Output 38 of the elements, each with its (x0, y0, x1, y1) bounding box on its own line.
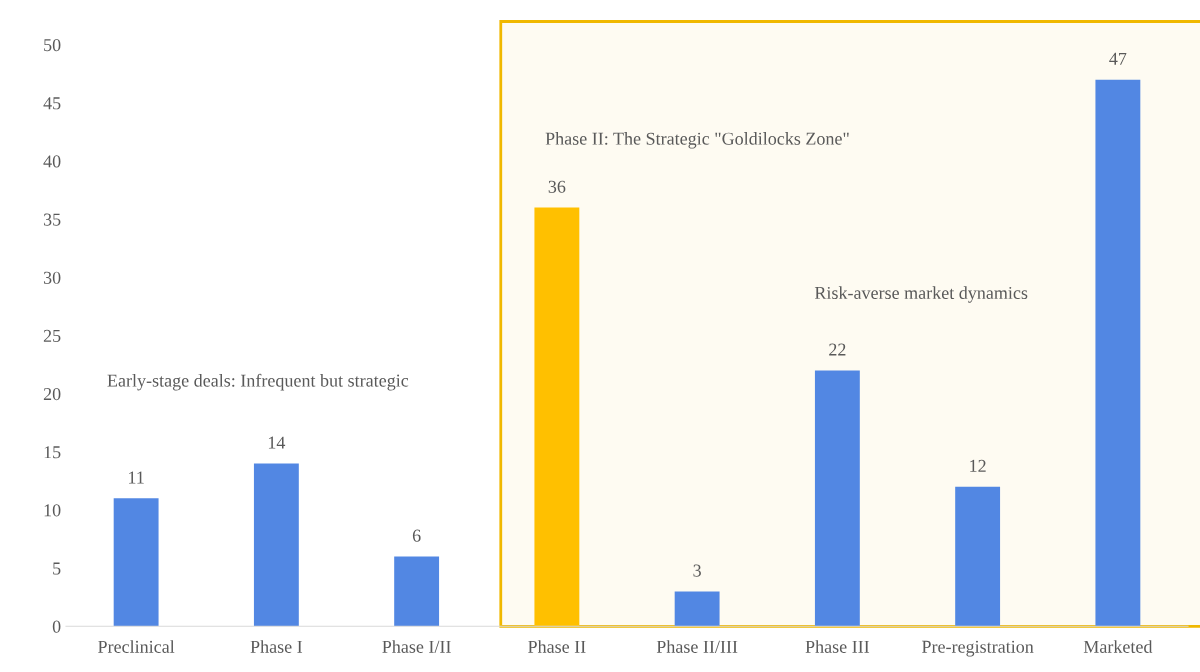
bar (814, 370, 860, 627)
y-tick-label: 35 (43, 213, 61, 226)
y-tick-label: 5 (53, 562, 61, 575)
x-tick-label: Phase II (528, 640, 586, 653)
annotation: Phase II: The Strategic "Goldilocks Zone" (545, 132, 849, 149)
y-tick-label: 25 (43, 329, 61, 342)
y-tick-label: 45 (43, 97, 61, 110)
data-label: 6 (412, 529, 421, 542)
bar (955, 486, 1001, 627)
x-tick-label: Pre-registration (921, 640, 1034, 657)
y-tick-label: 20 (43, 387, 61, 401)
bar (394, 556, 440, 627)
y-tick-label: 40 (43, 155, 61, 168)
annotation: Early-stage deals: Infrequent but strategic (107, 373, 409, 391)
bar (534, 207, 580, 627)
data-label: 3 (693, 564, 701, 577)
x-tick-label: Phase I (250, 640, 303, 653)
data-label: 14 (268, 436, 286, 449)
data-label: 36 (548, 180, 566, 193)
x-tick-label: Phase III (805, 640, 870, 653)
bar (674, 591, 720, 627)
y-tick-label: 50 (44, 39, 61, 52)
x-tick-label: Phase I/II (382, 640, 451, 653)
data-label: 22 (829, 343, 846, 356)
y-tick-label: 15 (44, 446, 61, 459)
x-tick-label: Preclinical (98, 640, 175, 653)
y-tick-label: 10 (44, 504, 61, 517)
data-label: 12 (970, 459, 986, 472)
bar (1095, 79, 1141, 627)
y-tick-label: 30 (43, 271, 61, 284)
bar (253, 463, 299, 627)
annotation: Risk-averse market dynamics (814, 286, 1028, 303)
data-label: 47 (1109, 52, 1127, 65)
x-tick-label: Marketed (1083, 640, 1153, 653)
data-label: 11 (129, 471, 144, 484)
x-tick-label: Phase II/III (656, 640, 738, 653)
bar (113, 498, 159, 627)
y-tick-label: 0 (52, 620, 61, 633)
